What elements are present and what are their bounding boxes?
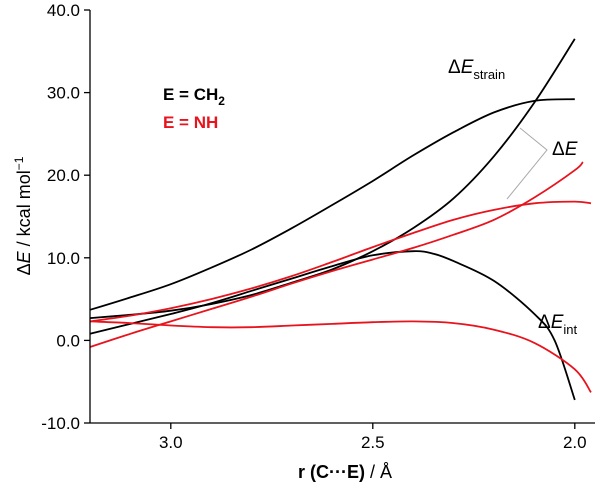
y-axis-title-sep: / <box>14 241 34 246</box>
annotation-int-sub: int <box>563 322 577 337</box>
y-tick-label: 40.0 <box>47 1 80 20</box>
series-line-0 <box>89 38 576 319</box>
legend-entry-ch2-sub: 2 <box>218 94 225 108</box>
annotation-delta-e-int: ΔEint <box>538 312 578 337</box>
annotation-delta-e: ΔE <box>552 139 578 160</box>
series-line-1 <box>89 98 575 311</box>
annotation-strain-var: E <box>461 57 474 78</box>
y-tick-label: 20.0 <box>47 166 80 185</box>
annotation-e-delta: Δ <box>552 139 565 160</box>
y-axis-title-var: E <box>14 250 34 263</box>
legend-entry-ch2-main: E = CH <box>163 85 218 104</box>
annotation-strain-sub: strain <box>473 67 505 82</box>
annotation-delta-e-pointer <box>506 127 548 200</box>
y-tick-label: 0.0 <box>56 331 80 350</box>
legend-entry-ch2: E = CH2 <box>163 85 225 108</box>
annotation-int-var: E <box>551 312 564 333</box>
y-axis-title-unit: kcal mol <box>14 170 34 236</box>
y-axis-title-sup: −1 <box>12 156 26 170</box>
legend-entry-nh: E = NH <box>163 113 218 132</box>
x-axis-title-sep: / <box>370 462 375 482</box>
annotation-delta-e-strain: ΔEstrain <box>448 57 505 82</box>
ticks-layer: -10.0 0.0 10.0 20.0 30.0 40.0 3.0 2.5 2.0 <box>41 1 586 452</box>
legend-entry-nh-main: E = NH <box>163 113 218 132</box>
annotation-int-delta: Δ <box>538 312 551 333</box>
y-tick-label: -10.0 <box>41 414 80 433</box>
y-tick-label: 10.0 <box>47 249 80 268</box>
x-axis-title: r (C···E) / Å <box>298 462 392 482</box>
series-line-5 <box>89 320 592 393</box>
x-axis-title-main: r (C···E) <box>298 462 365 482</box>
x-tick-label: 2.5 <box>361 433 385 452</box>
annotation-e-var: E <box>565 139 578 160</box>
x-tick-label: 3.0 <box>159 433 183 452</box>
series-layer <box>89 38 592 401</box>
y-axis-title-delta: Δ <box>14 263 34 275</box>
y-axis-title: ΔE / kcal mol−1 <box>12 156 34 275</box>
x-axis-title-unit: Å <box>380 462 392 482</box>
series-line-4 <box>89 200 592 323</box>
x-tick-label: 2.0 <box>563 433 587 452</box>
annotation-strain-delta: Δ <box>448 57 461 78</box>
series-line-3 <box>89 161 584 348</box>
series-line-2 <box>89 250 576 401</box>
y-tick-label: 30.0 <box>47 84 80 103</box>
